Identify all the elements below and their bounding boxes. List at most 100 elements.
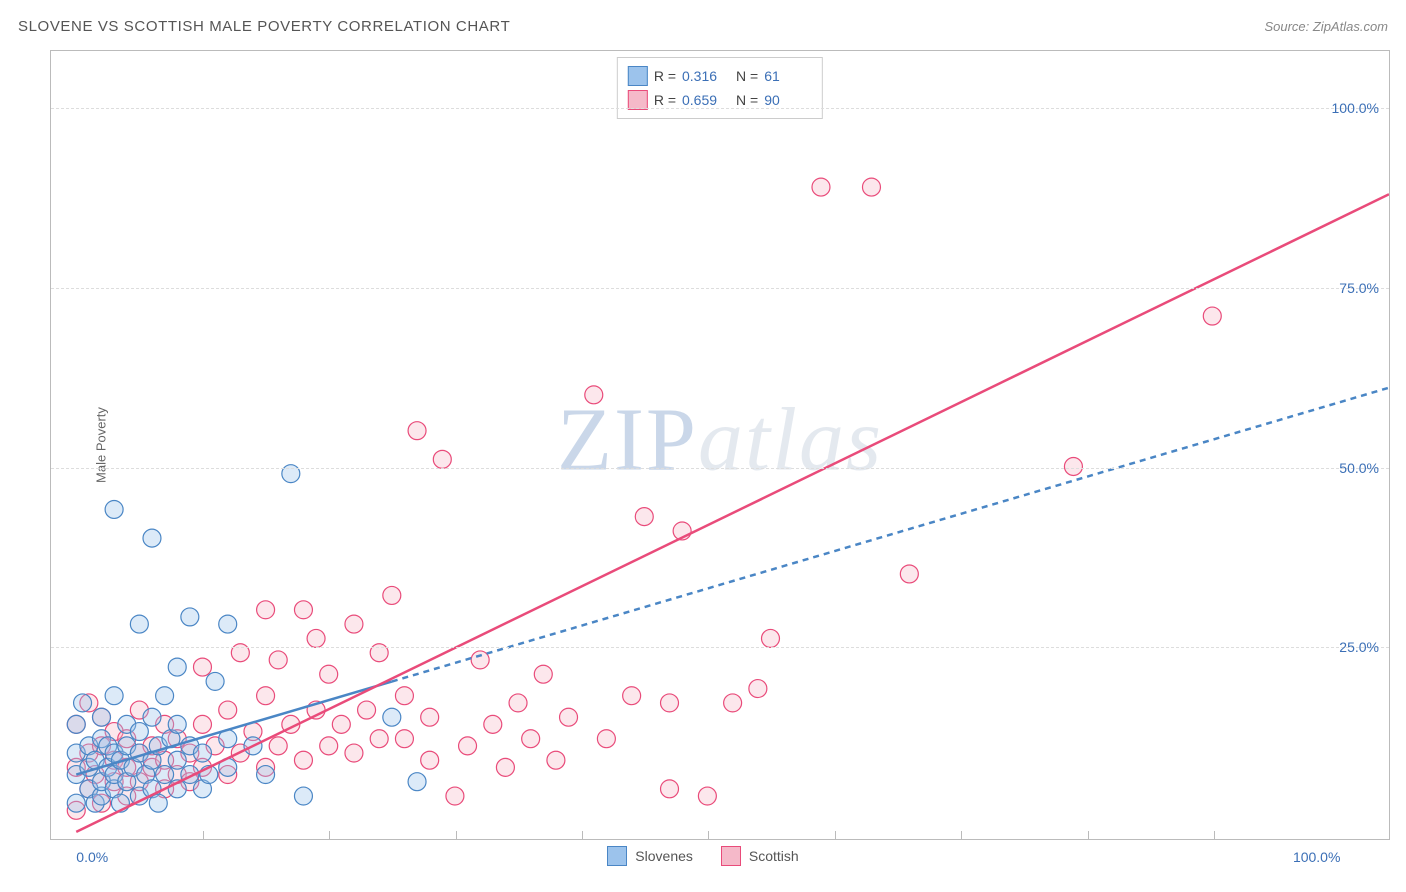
data-point-slovenes xyxy=(130,615,148,633)
n-value-scottish: 90 xyxy=(764,92,812,108)
data-point-scottish xyxy=(762,629,780,647)
data-point-scottish xyxy=(408,422,426,440)
data-point-scottish xyxy=(219,701,237,719)
data-point-slovenes xyxy=(143,529,161,547)
r-value-slovenes: 0.316 xyxy=(682,68,730,84)
data-point-scottish xyxy=(269,737,287,755)
data-point-scottish xyxy=(585,386,603,404)
gridline xyxy=(51,288,1389,289)
x-tick xyxy=(582,831,583,839)
data-point-scottish xyxy=(459,737,477,755)
legend-swatch-slovenes xyxy=(607,846,627,866)
data-point-scottish xyxy=(661,694,679,712)
data-point-slovenes xyxy=(193,744,211,762)
legend-label-scottish: Scottish xyxy=(749,848,799,864)
data-point-scottish xyxy=(294,601,312,619)
data-point-scottish xyxy=(698,787,716,805)
data-point-scottish xyxy=(421,751,439,769)
n-value-slovenes: 61 xyxy=(764,68,812,84)
data-point-slovenes xyxy=(130,723,148,741)
data-point-scottish xyxy=(370,730,388,748)
data-point-scottish xyxy=(560,708,578,726)
data-point-scottish xyxy=(661,780,679,798)
legend-label-slovenes: Slovenes xyxy=(635,848,693,864)
data-point-scottish xyxy=(193,658,211,676)
data-point-slovenes xyxy=(168,751,186,769)
data-point-slovenes xyxy=(156,766,174,784)
data-point-scottish xyxy=(269,651,287,669)
data-point-scottish xyxy=(257,687,275,705)
legend-row-slovenes: R = 0.316 N = 61 xyxy=(628,64,812,88)
data-point-slovenes xyxy=(383,708,401,726)
data-point-scottish xyxy=(433,450,451,468)
scatter-svg xyxy=(51,51,1389,839)
plot-area: ZIPatlas R = 0.316 N = 61 R = 0.659 N = … xyxy=(50,50,1390,840)
y-tick-label: 100.0% xyxy=(1332,100,1379,116)
data-point-scottish xyxy=(900,565,918,583)
data-point-scottish xyxy=(1064,458,1082,476)
data-point-scottish xyxy=(345,615,363,633)
legend-item-slovenes: Slovenes xyxy=(607,846,693,866)
data-point-scottish xyxy=(1203,307,1221,325)
gridline xyxy=(51,468,1389,469)
swatch-slovenes xyxy=(628,66,648,86)
data-point-slovenes xyxy=(219,615,237,633)
gridline xyxy=(51,647,1389,648)
data-point-scottish xyxy=(358,701,376,719)
data-point-slovenes xyxy=(181,608,199,626)
data-point-scottish xyxy=(522,730,540,748)
x-tick xyxy=(329,831,330,839)
data-point-slovenes xyxy=(206,672,224,690)
x-tick xyxy=(835,831,836,839)
data-point-slovenes xyxy=(156,687,174,705)
data-point-scottish xyxy=(294,751,312,769)
data-point-scottish xyxy=(749,680,767,698)
y-tick-label: 75.0% xyxy=(1339,280,1379,296)
y-tick-label: 50.0% xyxy=(1339,460,1379,476)
data-point-scottish xyxy=(862,178,880,196)
data-point-scottish xyxy=(383,586,401,604)
gridline xyxy=(51,108,1389,109)
x-tick xyxy=(708,831,709,839)
data-point-slovenes xyxy=(149,794,167,812)
data-point-scottish xyxy=(307,629,325,647)
y-tick-label: 25.0% xyxy=(1339,639,1379,655)
r-value-scottish: 0.659 xyxy=(682,92,730,108)
data-point-scottish xyxy=(345,744,363,762)
data-point-slovenes xyxy=(143,708,161,726)
data-point-slovenes xyxy=(168,658,186,676)
data-point-slovenes xyxy=(93,708,111,726)
source-label: Source: ZipAtlas.com xyxy=(1264,19,1388,34)
data-point-scottish xyxy=(623,687,641,705)
data-point-scottish xyxy=(395,730,413,748)
data-point-scottish xyxy=(484,715,502,733)
legend-item-scottish: Scottish xyxy=(721,846,799,866)
data-point-scottish xyxy=(724,694,742,712)
data-point-scottish xyxy=(509,694,527,712)
x-tick xyxy=(456,831,457,839)
data-point-slovenes xyxy=(105,687,123,705)
x-tick xyxy=(961,831,962,839)
chart-container: SLOVENE VS SCOTTISH MALE POVERTY CORRELA… xyxy=(0,0,1406,892)
data-point-slovenes xyxy=(67,794,85,812)
data-point-scottish xyxy=(635,508,653,526)
data-point-slovenes xyxy=(67,715,85,733)
data-point-scottish xyxy=(421,708,439,726)
series-legend: Slovenes Scottish xyxy=(0,846,1406,866)
data-point-slovenes xyxy=(105,500,123,518)
header: SLOVENE VS SCOTTISH MALE POVERTY CORRELA… xyxy=(18,14,1388,38)
correlation-legend: R = 0.316 N = 61 R = 0.659 N = 90 xyxy=(617,57,823,119)
data-point-slovenes xyxy=(408,773,426,791)
y-axis-label: Male Poverty xyxy=(93,407,108,483)
x-tick xyxy=(1214,831,1215,839)
data-point-scottish xyxy=(471,651,489,669)
data-point-slovenes xyxy=(294,787,312,805)
data-point-scottish xyxy=(320,665,338,683)
data-point-scottish xyxy=(812,178,830,196)
x-tick xyxy=(1088,831,1089,839)
data-point-slovenes xyxy=(74,694,92,712)
data-point-scottish xyxy=(193,715,211,733)
data-point-scottish xyxy=(320,737,338,755)
data-point-scottish xyxy=(332,715,350,733)
legend-swatch-scottish xyxy=(721,846,741,866)
